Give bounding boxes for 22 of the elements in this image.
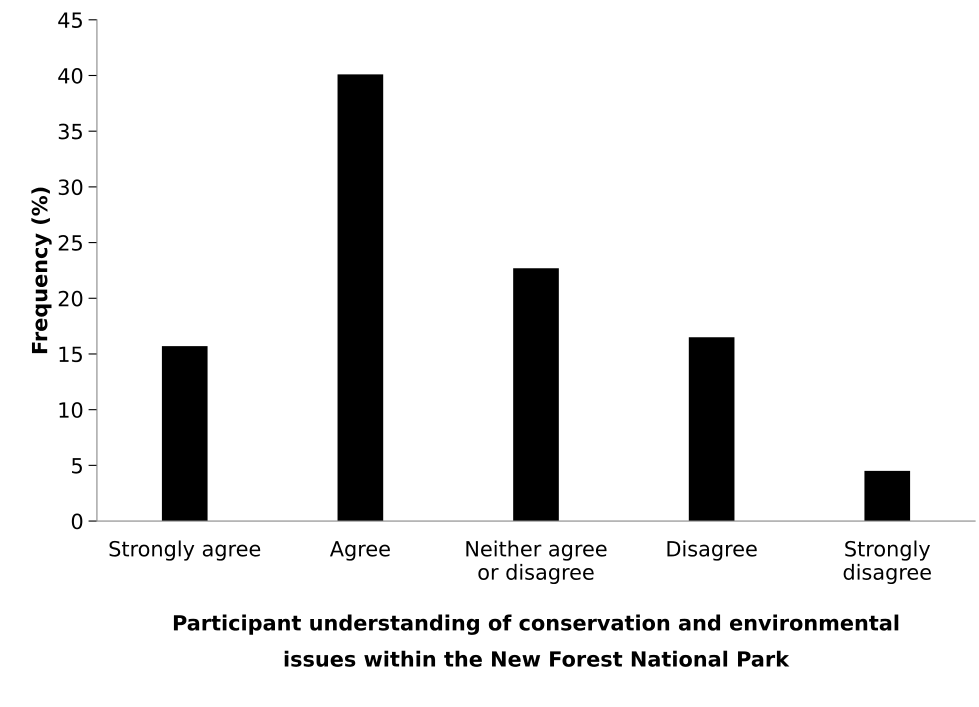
x-tick-label: Strongly disagree	[844, 540, 931, 584]
y-tick-label: 0	[72, 514, 82, 530]
y-tick-label: 35	[58, 124, 82, 140]
x-tick-label: Strongly agree	[110, 540, 260, 561]
y-axis-title: Frequency (%)	[31, 188, 52, 354]
x-tick-label: Disagree	[667, 540, 757, 561]
x-tick-label: Neither agree or disagree	[466, 540, 607, 584]
x-axis-title: Participant understanding of conservation and environmental issues within the New Forest National Park	[174, 614, 898, 667]
y-tick-label: 30	[58, 179, 82, 196]
bar	[513, 268, 559, 522]
y-tick-label: 45	[58, 12, 82, 28]
bar	[162, 346, 208, 522]
y-tick-label: 40	[58, 68, 82, 84]
bar	[864, 470, 910, 522]
y-tick-label: 5	[72, 458, 82, 474]
y-tick-label: 10	[60, 402, 82, 418]
bar	[688, 337, 734, 522]
y-tick-label: 20	[58, 290, 82, 306]
y-tick-label: 25	[58, 235, 82, 251]
bar	[338, 74, 384, 522]
x-tick-label: Agree	[330, 541, 390, 561]
y-tick-label: 15	[60, 346, 82, 362]
